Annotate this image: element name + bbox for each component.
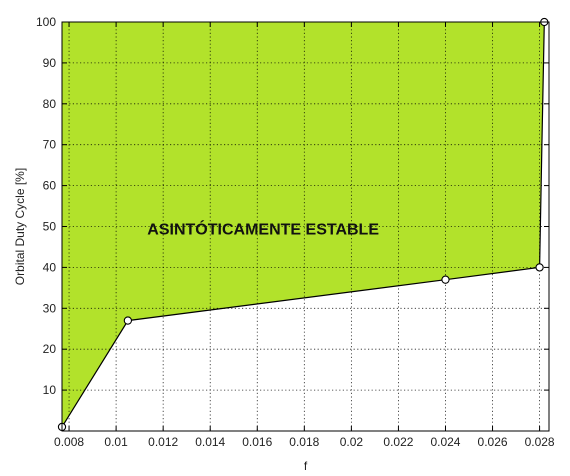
data-point-marker (535, 263, 544, 272)
data-point-marker (441, 275, 450, 284)
y-tick-label: 30 (43, 301, 57, 315)
y-tick-label: 40 (43, 260, 57, 274)
y-tick-label: 60 (43, 179, 57, 193)
stable-region-fill (62, 22, 545, 427)
data-point-marker (123, 316, 133, 325)
x-tick-label: 0.01 (104, 435, 128, 449)
x-tick-label: 0.008 (54, 435, 84, 449)
x-tick-label: 0.014 (195, 435, 225, 449)
x-tick-label: 0.028 (525, 435, 555, 449)
x-tick-label: 0.016 (242, 435, 272, 449)
y-tick-layer: 10 20 30 40 50 60 70 80 90 100 (36, 15, 549, 397)
x-tick-label: 0.022 (383, 435, 413, 449)
x-tick-label: 0.018 (289, 435, 319, 449)
y-tick-label: 90 (43, 56, 57, 70)
x-tick-layer: 0.008 0.01 0.012 0.014 0.016 0.018 0.02 0.022 0.… (54, 22, 555, 449)
y-axis-label: Orbital Duty Cycle [%] (13, 168, 27, 285)
boundary-line-layer (61, 21, 545, 428)
x-tick-label: 0.012 (148, 435, 178, 449)
x-tick-label: 0.026 (478, 435, 508, 449)
y-tick-label: 80 (43, 97, 57, 111)
region-annotation: ASINTÓTICAMENTE ESTABLE (147, 220, 379, 239)
boundary-line (61, 21, 545, 428)
x-tick-label: 0.024 (430, 435, 460, 449)
stable-region-layer (62, 22, 545, 427)
y-tick-label: 50 (43, 220, 57, 234)
x-tick-label: 0.02 (340, 435, 364, 449)
x-axis-label: f (304, 459, 308, 473)
y-tick-label: 10 (43, 383, 57, 397)
y-tick-label: 100 (36, 15, 56, 29)
y-tick-label: 20 (43, 342, 57, 356)
y-tick-label: 70 (43, 138, 57, 152)
